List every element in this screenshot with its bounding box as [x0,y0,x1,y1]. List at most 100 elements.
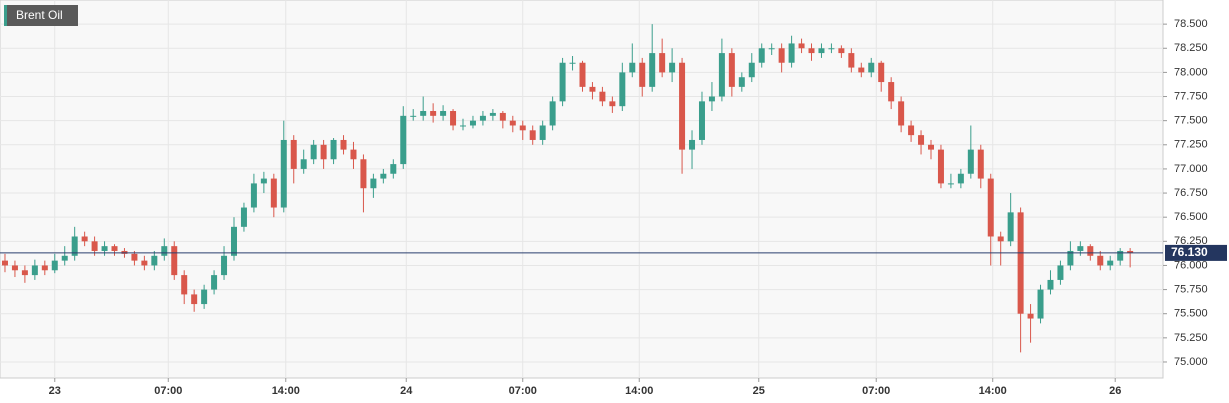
title-box [4,5,78,26]
chart-title: Brent Oil [16,8,63,22]
candle-body [1097,255,1104,266]
candle-body [1027,313,1034,319]
candle-body [1107,260,1114,266]
candle-body [1117,250,1124,261]
candle-body [360,159,367,189]
candle-body [450,111,457,126]
candle-body [499,112,506,121]
candle-body [430,111,437,116]
candle-body [1047,279,1054,290]
candle-body [689,139,696,150]
candle-body [41,265,48,271]
candle-body [181,275,188,295]
candle-body [1037,289,1044,319]
candle-body [141,260,148,266]
candle-body [549,101,556,126]
x-tick-label: 14:00 [272,385,300,397]
candle-body [81,236,88,242]
candle-body [519,125,526,131]
candle-body [320,144,327,160]
candle-body [539,125,546,140]
candle-body [987,178,994,237]
candle-body [479,115,486,121]
candle-body [868,62,875,73]
title-accent [4,5,7,26]
y-tick-label: 75.500 [1174,308,1208,320]
candle-body [977,149,984,179]
candle-body [609,101,616,107]
candle-body [31,265,38,276]
candle-body [51,260,58,271]
y-tick-label: 78.000 [1174,66,1208,78]
candle-body [659,53,666,73]
x-tick-label: 14:00 [625,385,653,397]
candle-body [579,62,586,87]
candle-body [918,135,925,145]
candle-body [21,270,28,276]
candle-body [191,294,198,305]
candle-body [788,43,795,63]
candle-body [669,62,676,73]
candle-body [758,48,765,63]
last-price-badge [1165,244,1227,261]
candle-body [469,120,476,126]
candle-body [509,120,516,126]
candle-body [290,139,297,169]
candle-body [947,183,954,185]
candle-body [808,48,815,54]
x-tick-label: 26 [1109,385,1121,397]
candle-body [11,265,18,271]
x-tick-label: 14:00 [979,385,1007,397]
candle-body [350,149,357,160]
candle-body [270,178,277,208]
candle-body [629,62,636,73]
y-tick-label: 76.500 [1174,211,1208,223]
y-tick-label: 77.000 [1174,163,1208,175]
candle-body [280,139,287,208]
candle-body [410,115,417,117]
candle-body [1127,250,1134,253]
candle-body [61,255,68,261]
candle-body [240,207,247,227]
candle-body [848,53,855,68]
candle-body [440,111,447,116]
candle-body [679,62,686,150]
candle-body [1087,246,1094,256]
candle-body [201,289,208,305]
candle-body [599,91,606,102]
x-tick-label: 25 [753,385,765,397]
candle-body [619,72,626,107]
candle-body [698,101,705,140]
candle-body [838,48,845,54]
candle-body [778,48,785,63]
candle-body [111,246,118,251]
candle-body [171,246,178,276]
candle-body [260,178,267,184]
candle-body [718,53,725,97]
y-tick-label: 78.500 [1174,18,1208,30]
candle-body [738,77,745,87]
candle-body [818,48,825,54]
candle-body [768,48,775,50]
y-tick-label: 77.250 [1174,139,1208,151]
candle-body [529,130,536,140]
candle-body [888,82,895,102]
candle-body [858,67,865,73]
y-tick-label: 77.500 [1174,115,1208,127]
candle-body [400,115,407,165]
y-tick-label: 75.250 [1174,332,1208,344]
candle-body [649,53,656,87]
candle-body [390,164,397,174]
last-price-label: 76.130 [1171,245,1208,259]
candle-body [460,125,467,127]
x-tick-label: 07:00 [509,385,537,397]
candle-body [1007,212,1014,242]
y-tick-label: 77.750 [1174,90,1208,102]
x-tick-label: 07:00 [154,385,182,397]
candle-body [957,173,964,184]
candle-body [221,255,228,276]
candle-body [420,111,427,116]
candle-body [878,62,885,83]
candle-body [211,275,218,290]
candle-body [370,178,377,189]
